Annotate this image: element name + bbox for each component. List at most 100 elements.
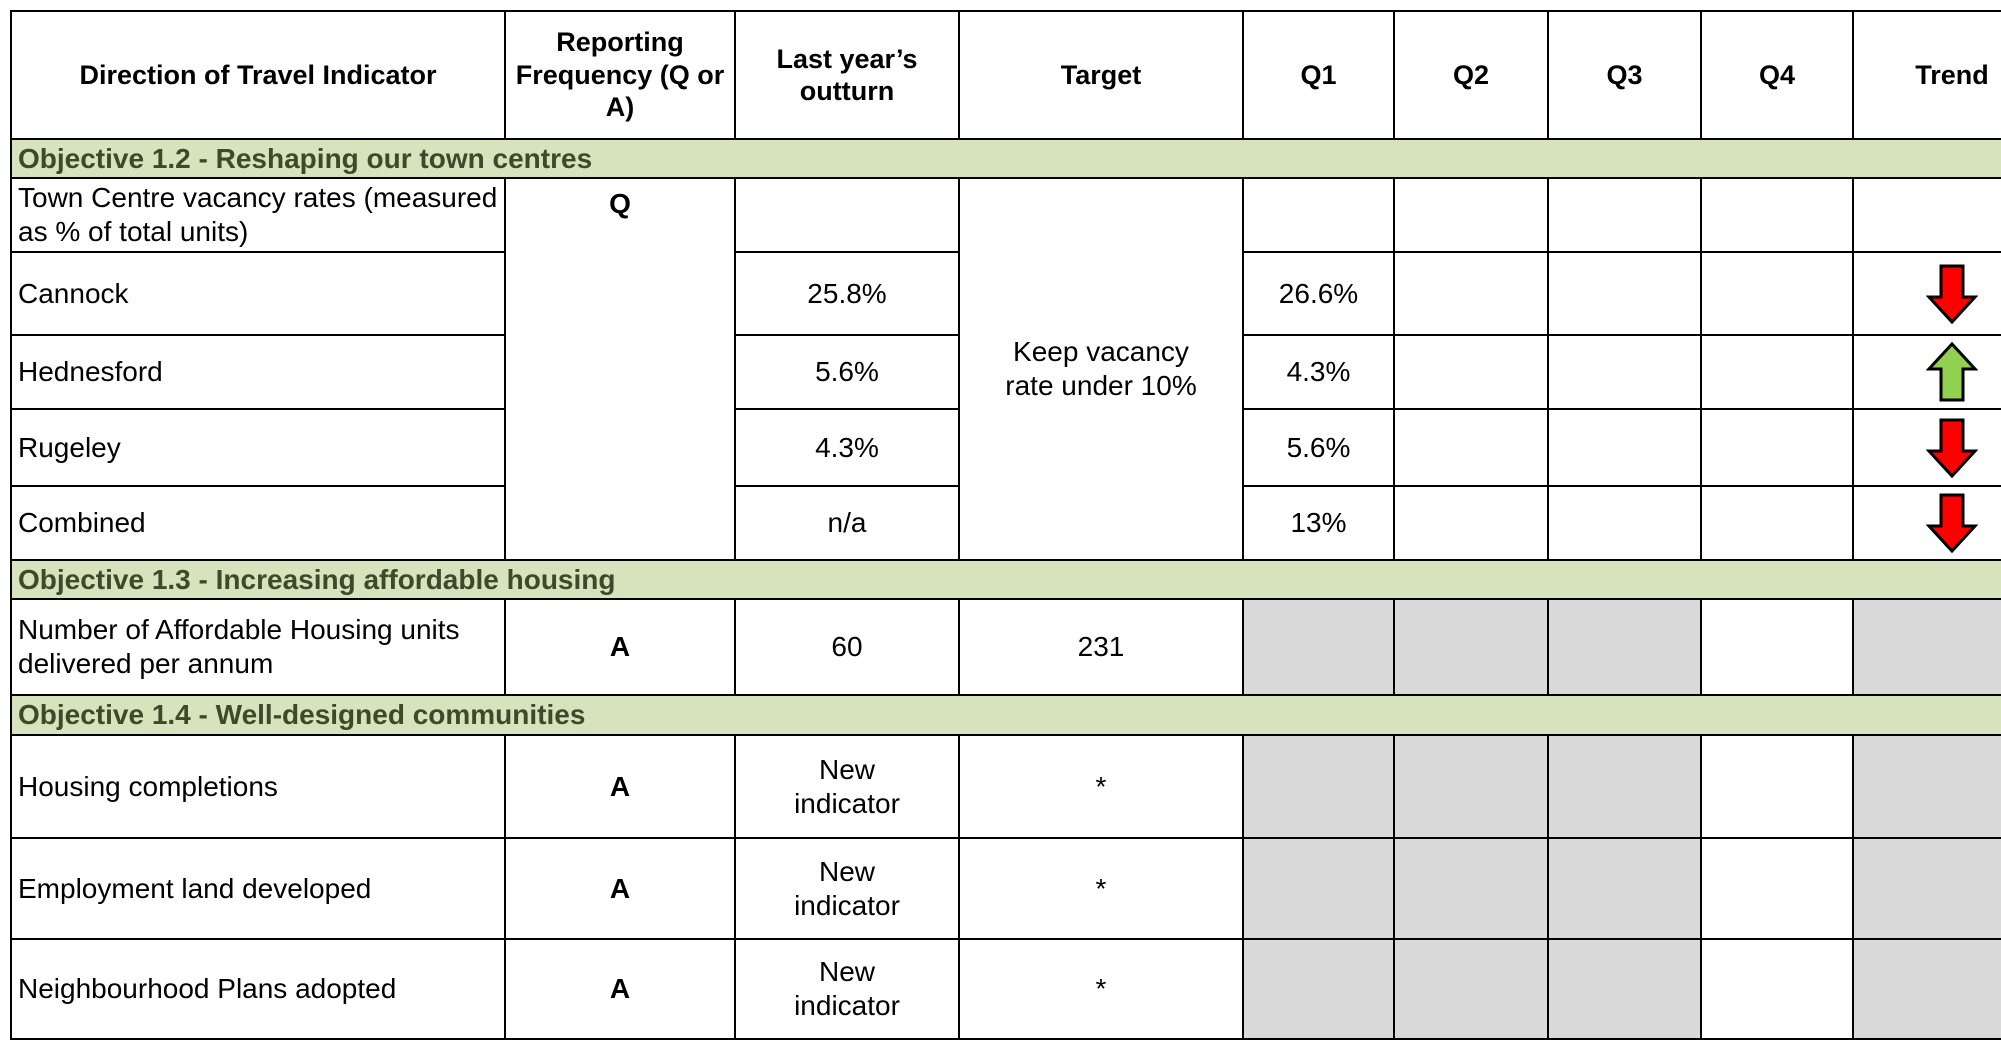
cell (1700, 485, 1854, 561)
cell (1700, 598, 1854, 696)
trend-arrow-down (1926, 418, 1978, 478)
trend (1852, 408, 2001, 487)
row: Combined n/a 13% (10, 485, 2001, 561)
indicator: Employment land developed (10, 837, 506, 940)
indicator: Cannock (10, 251, 506, 336)
trend (1852, 334, 2001, 410)
cell (1242, 177, 1395, 253)
row: Town Centre vacancy rates (measured as %… (10, 177, 2001, 561)
cell (1852, 734, 2001, 839)
cell (1393, 734, 1549, 839)
last-year: n/a (734, 485, 960, 561)
target-cell: Keep vacancy rate under 10% (958, 177, 1244, 561)
table-container: Direction of Travel Indicator Reporting … (10, 10, 2001, 1040)
indicator: Number of Affordable Housing units deliv… (10, 598, 506, 696)
target: * (958, 938, 1244, 1040)
row: Employment land developed A New indicato… (10, 837, 2001, 940)
header-row: Direction of Travel Indicator Reporting … (10, 10, 2001, 140)
cell (1700, 251, 1854, 336)
last-year-cell: New indicator (734, 734, 960, 839)
target: Keep vacancy rate under 10% (1005, 336, 1197, 401)
section-row: Objective 1.2 - Reshaping our town centr… (10, 138, 2001, 179)
cell (1700, 938, 1854, 1040)
frequency: Q (504, 177, 736, 561)
target: * (958, 734, 1244, 839)
q1: 26.6% (1242, 251, 1395, 336)
q1: 5.6% (1242, 408, 1395, 487)
row: Neighbourhood Plans adopted A New indica… (10, 938, 2001, 1040)
trend (1852, 251, 2001, 336)
last-year: 25.8% (734, 251, 960, 336)
trend-arrow-down (1926, 493, 1978, 554)
cell (1393, 251, 1549, 336)
cell (1547, 485, 1702, 561)
cell (1547, 598, 1702, 696)
target: 231 (958, 598, 1244, 696)
frequency: A (504, 734, 736, 839)
cell (1242, 837, 1395, 940)
section-row: Objective 1.3 - Increasing affordable ho… (10, 559, 2001, 600)
cell (1547, 734, 1702, 839)
cell (1242, 734, 1395, 839)
header-cell: Q1 (1242, 10, 1395, 140)
header-cell: Last year’s outturn (734, 10, 960, 140)
header-cell: Reporting Frequency (Q or A) (504, 10, 736, 140)
last-year: New indicator (794, 855, 900, 921)
row: Cannock 25.8% 26.6% (10, 251, 2001, 336)
cell (1852, 598, 2001, 696)
trend-arrow-down (1926, 264, 1978, 324)
section-title: Objective 1.2 - Reshaping our town centr… (10, 138, 2001, 179)
cell (1393, 938, 1549, 1040)
trend (1852, 485, 2001, 561)
row: Rugeley 4.3% 5.6% (10, 408, 2001, 487)
indicator: Combined (10, 485, 506, 561)
header-cell: Q2 (1393, 10, 1549, 140)
cell (734, 177, 960, 253)
cell (1852, 938, 2001, 1040)
performance-table: Direction of Travel Indicator Reporting … (10, 10, 2001, 1040)
cell (1393, 408, 1549, 487)
indicator: Hednesford (10, 334, 506, 410)
cell (1393, 485, 1549, 561)
indicator: Housing completions (10, 734, 506, 839)
cell (1547, 938, 1702, 1040)
last-year: New indicator (794, 956, 900, 1021)
frequency: A (504, 837, 736, 940)
frequency: A (504, 598, 736, 696)
cell (1547, 177, 1702, 253)
last-year: New indicator (794, 753, 900, 819)
cell (1852, 837, 2001, 940)
indicator: Neighbourhood Plans adopted (10, 938, 506, 1040)
section-title: Objective 1.3 - Increasing affordable ho… (10, 559, 2001, 600)
row: Hednesford 5.6% 4.3% (10, 334, 2001, 410)
header-cell: Q3 (1547, 10, 1702, 140)
cell (1393, 334, 1549, 410)
cell (1393, 598, 1549, 696)
cell (1700, 334, 1854, 410)
cell (1700, 177, 1854, 253)
cell (1393, 837, 1549, 940)
cell (1700, 837, 1854, 940)
cell (1547, 251, 1702, 336)
header-cell: Trend (1852, 10, 2001, 140)
indicator: Town Centre vacancy rates (measured as %… (10, 177, 506, 253)
q1: 13% (1242, 485, 1395, 561)
header-cell: Q4 (1700, 10, 1854, 140)
last-year-cell: New indicator (734, 837, 960, 940)
cell (1547, 334, 1702, 410)
cell (1242, 938, 1395, 1040)
last-year: 60 (734, 598, 960, 696)
section-title: Objective 1.4 - Well-designed communitie… (10, 694, 2001, 736)
cell (1700, 734, 1854, 839)
header-cell: Target (958, 10, 1244, 140)
indicator: Rugeley (10, 408, 506, 487)
target: * (958, 837, 1244, 940)
cell (1547, 408, 1702, 487)
q1: 4.3% (1242, 334, 1395, 410)
last-year-cell: New indicator (734, 938, 960, 1040)
frequency: A (504, 938, 736, 1040)
row: Number of Affordable Housing units deliv… (10, 598, 2001, 696)
cell (1547, 837, 1702, 940)
section-row: Objective 1.4 - Well-designed communitie… (10, 694, 2001, 736)
